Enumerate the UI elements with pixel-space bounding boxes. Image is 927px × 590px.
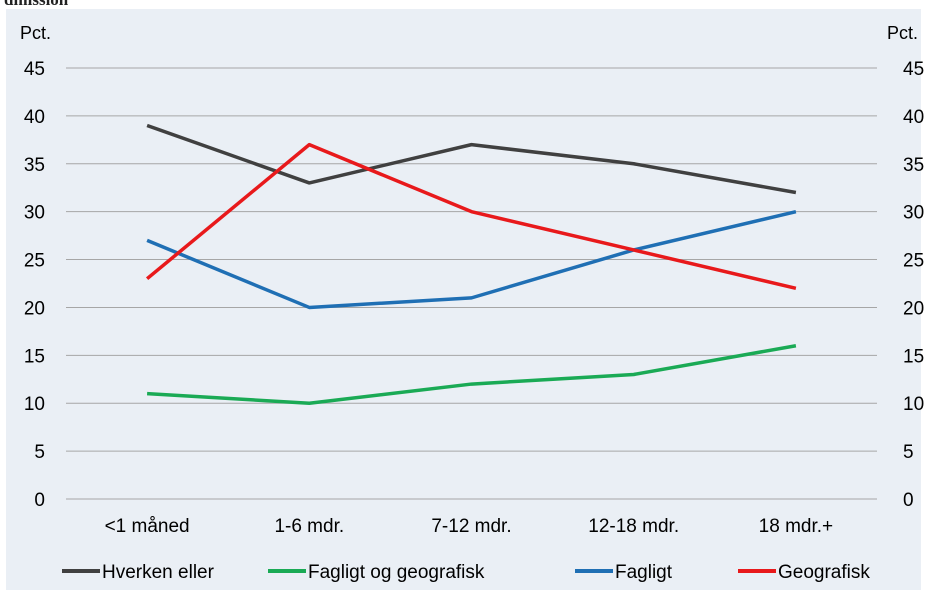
legend: Hverken eller Fagligt og geografisk Faglig… <box>62 562 870 583</box>
y-tick-label-right: 45 <box>903 59 924 80</box>
x-tick-label: 12-18 mdr. <box>588 516 679 537</box>
y-tick-label-right: 0 <box>903 490 914 511</box>
y-axis-left: 0 5 10 15 20 25 30 35 40 45 <box>24 59 45 511</box>
y-axis-right: 0 5 10 15 20 25 30 35 40 45 <box>903 59 924 511</box>
series-line <box>145 142 797 290</box>
y-tick-label-left: 30 <box>24 203 45 224</box>
series-lines <box>145 123 797 405</box>
y-tick-label-left: 5 <box>34 442 45 463</box>
x-tick-label: 18 mdr.+ <box>759 516 833 537</box>
y-tick-label-left: 45 <box>24 59 45 80</box>
y-tick-label-right: 15 <box>903 346 924 367</box>
y-tick-label-left: 20 <box>24 298 45 319</box>
legend-label: Fagligt <box>615 562 673 583</box>
series-line <box>146 344 797 405</box>
series-line <box>146 209 797 310</box>
y-tick-label-left: 0 <box>34 490 45 511</box>
series-line <box>146 123 797 195</box>
x-tick-label: 1-6 mdr. <box>274 516 344 537</box>
y-tick-label-right: 5 <box>903 442 914 463</box>
y-tick-label-left: 40 <box>24 107 45 128</box>
gridlines <box>66 67 877 500</box>
y-tick-label-left: 15 <box>24 346 45 367</box>
y-tick-label-right: 25 <box>903 251 924 272</box>
chart-title: dmission <box>4 0 68 10</box>
y-tick-label-left: 35 <box>24 155 45 176</box>
y-axis-unit-right: Pct. <box>887 23 918 43</box>
x-axis: <1 måned 1-6 mdr. 7-12 mdr. 12-18 mdr. 18 md… <box>105 516 834 537</box>
legend-label: Fagligt og geografisk <box>308 562 485 583</box>
x-tick-label: 7-12 mdr. <box>431 516 511 537</box>
y-tick-label-right: 10 <box>903 394 924 415</box>
legend-label: Hverken eller <box>102 562 215 583</box>
y-tick-label-left: 25 <box>24 251 45 272</box>
y-axis-unit-left: Pct. <box>20 23 51 43</box>
y-tick-label-right: 40 <box>903 107 924 128</box>
y-tick-label-right: 30 <box>903 203 924 224</box>
x-tick-label: <1 måned <box>105 516 190 537</box>
y-tick-label-left: 10 <box>24 394 45 415</box>
y-tick-label-right: 35 <box>903 155 924 176</box>
legend-label: Geografisk <box>778 562 870 583</box>
y-tick-label-right: 20 <box>903 298 924 319</box>
